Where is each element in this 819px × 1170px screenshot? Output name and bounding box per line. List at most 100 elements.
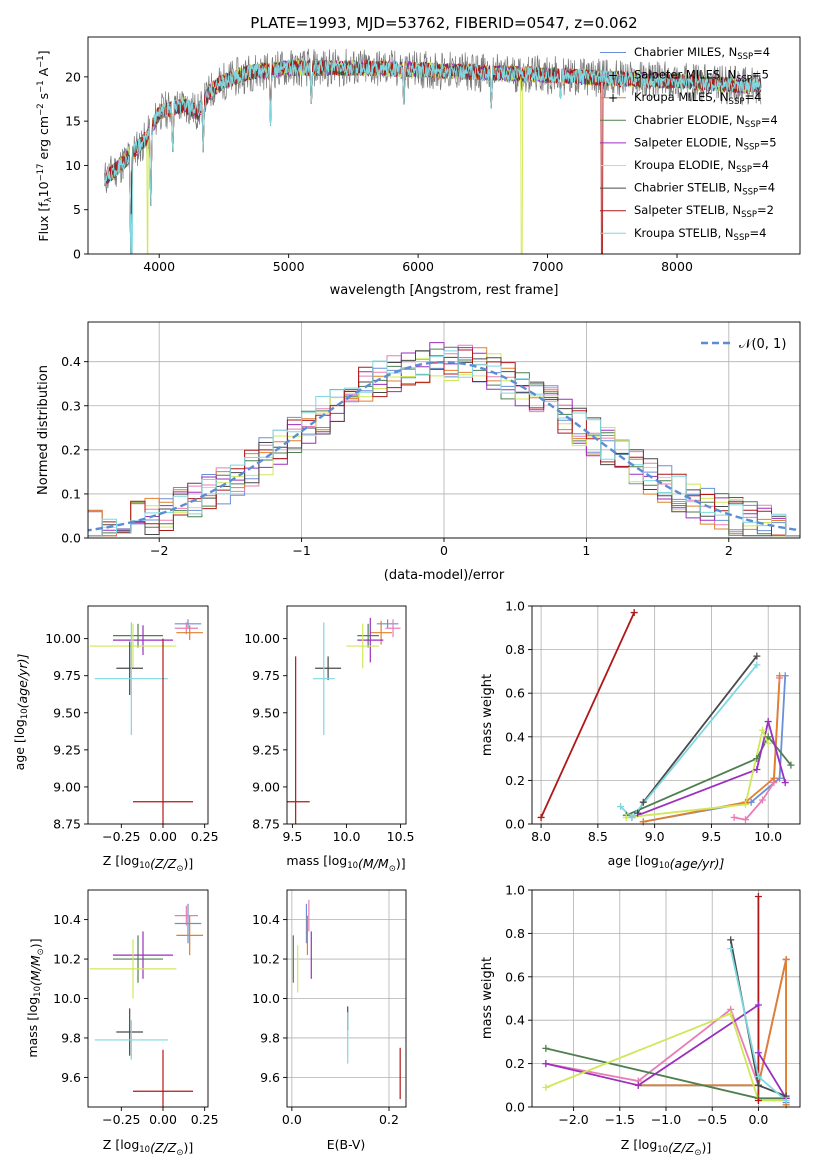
x-tick-label: 0.00: [149, 1112, 177, 1127]
y-tick-label: 9.25: [252, 742, 280, 757]
label-part: 10: [139, 1145, 150, 1155]
spectrum-axes: [84, 36, 801, 258]
weight-point-marker: [634, 809, 642, 817]
x-axis-label: mass [log10(M/M⊙)]: [286, 853, 405, 874]
label-part: Kroupa MILES, N: [634, 90, 729, 104]
weight-point-marker: [630, 609, 638, 617]
label-part: =4: [753, 45, 770, 59]
x-tick-label: 9.5: [282, 829, 302, 844]
label-part: A: [36, 67, 51, 80]
x-tick-label: 0.0: [282, 1112, 302, 1127]
label-part: −2: [36, 103, 46, 116]
weight-point-marker: [787, 761, 795, 769]
weight-point-marker: [542, 1083, 550, 1091]
normal-curve: [88, 360, 800, 532]
weight-point-marker: [782, 1096, 790, 1104]
label-part: (age/yr)]: [15, 654, 30, 709]
weight-point-marker: [776, 672, 784, 680]
weight-point-marker: [781, 779, 789, 787]
x-axis-label: Z [log10(Z/Z⊙)]: [103, 1137, 193, 1158]
label-part: SSP: [737, 52, 753, 62]
label-part: ⊙: [389, 864, 396, 874]
y-axis-label: mass weight: [480, 957, 495, 1039]
y-tick-label: 0.8: [505, 642, 525, 657]
weight-point-marker: [759, 796, 767, 804]
axes-frame: [531, 605, 801, 825]
mass-vs-metallicity-axes: [84, 889, 209, 1111]
y-axis-label: Flux [fλ10−17 erg cm−2 s−1 A−1]: [36, 50, 54, 241]
label-part: (M/M: [358, 856, 389, 871]
x-tick-label: 0.25: [191, 829, 219, 844]
weight-point-marker: [764, 718, 772, 726]
legend-label: Salpeter STELIB, NSSP=2: [634, 203, 774, 220]
x-axis-label: Z [log10(Z/Z⊙)]: [103, 853, 193, 874]
weight-point-marker: [753, 766, 761, 773]
weight-point-marker: [617, 803, 625, 811]
y-tick-label: 0.0: [505, 817, 525, 832]
x-tick-label: 8000: [661, 259, 693, 274]
x-tick-label: 0.00: [149, 829, 177, 844]
label-part: Chabrier ELODIE, N: [634, 113, 745, 127]
age-vs-mass-axes: [283, 605, 407, 828]
label-part: Z [log: [103, 1137, 139, 1152]
label-part: Z [log: [103, 853, 139, 868]
weight-point-marker: [741, 816, 749, 824]
label-part: 10: [139, 861, 150, 871]
weight-point-marker: [754, 1096, 762, 1104]
weight-point-marker: [770, 774, 778, 782]
label-part: )]: [183, 856, 193, 871]
legend-label: Chabrier STELIB, NSSP=4: [634, 181, 775, 198]
weight-point-marker: [754, 1001, 762, 1009]
y-tick-label: 1.0: [505, 883, 525, 898]
label-part: )]: [396, 856, 406, 871]
x-tick-label: −1: [292, 543, 310, 558]
label-part: =4: [761, 113, 778, 127]
weight-line: [545, 1012, 787, 1102]
weight-vs-metallicity-axes: [528, 889, 801, 1111]
y-tick-label: 9.8: [61, 1030, 81, 1045]
x-tick-label: 7000: [532, 259, 564, 274]
label-part: Salpeter ELODIE, N: [634, 135, 744, 149]
weight-point-marker: [542, 1044, 550, 1052]
label-part: Salpeter MILES, N: [634, 68, 736, 82]
x-axis-label: Z [log10(Z/Z⊙)]: [621, 1137, 711, 1158]
x-tick-label: 10.0: [333, 829, 361, 844]
weight-point-marker: [727, 1010, 735, 1018]
legend-label: Kroupa STELIB, NSSP=4: [634, 226, 766, 243]
x-tick-label: −1.0: [651, 1112, 681, 1127]
spectrum-model-line-kroupa-miles: [104, 59, 600, 254]
axes-frame: [286, 605, 407, 825]
plot-area: [287, 617, 401, 824]
label-part: )]: [28, 938, 43, 948]
label-part: age [log: [12, 719, 27, 770]
weight-line: [540, 612, 636, 818]
label-part: 10: [33, 986, 43, 997]
x-tick-label: −2: [150, 543, 168, 558]
y-tick-label: 0: [73, 247, 81, 262]
label-part: SSP: [741, 210, 757, 220]
label-part: )]: [183, 1140, 193, 1155]
y-tick-label: 0.4: [505, 1013, 525, 1028]
y-tick-label: 0.8: [505, 926, 525, 941]
y-tick-label: 9.00: [252, 779, 280, 794]
y-tick-label: 0.4: [61, 354, 81, 369]
spectrum-model-line-salpeter-miles: [104, 58, 600, 254]
weight-point-marker: [542, 1060, 550, 1068]
x-tick-label: 6000: [402, 259, 434, 274]
y-axis-label: Normed distribution: [36, 365, 51, 495]
weight-point-marker: [628, 813, 636, 821]
weight-point-marker: [754, 1081, 762, 1089]
x-tick-label: 0.2: [379, 1112, 399, 1127]
y-tick-label: 10.2: [53, 952, 81, 967]
label-part: (M/M: [28, 955, 43, 986]
label-part: 10: [347, 861, 358, 871]
x-tick-label: 8.5: [588, 829, 608, 844]
label-part: λ: [44, 197, 54, 202]
label-part: 10: [659, 861, 670, 871]
label-part: −1: [36, 80, 46, 93]
legend-label: Kroupa ELODIE, NSSP=4: [634, 158, 769, 175]
y-tick-label: 10.2: [252, 952, 280, 967]
label-part: −1: [36, 55, 46, 68]
label-part: ⊙: [36, 948, 46, 955]
